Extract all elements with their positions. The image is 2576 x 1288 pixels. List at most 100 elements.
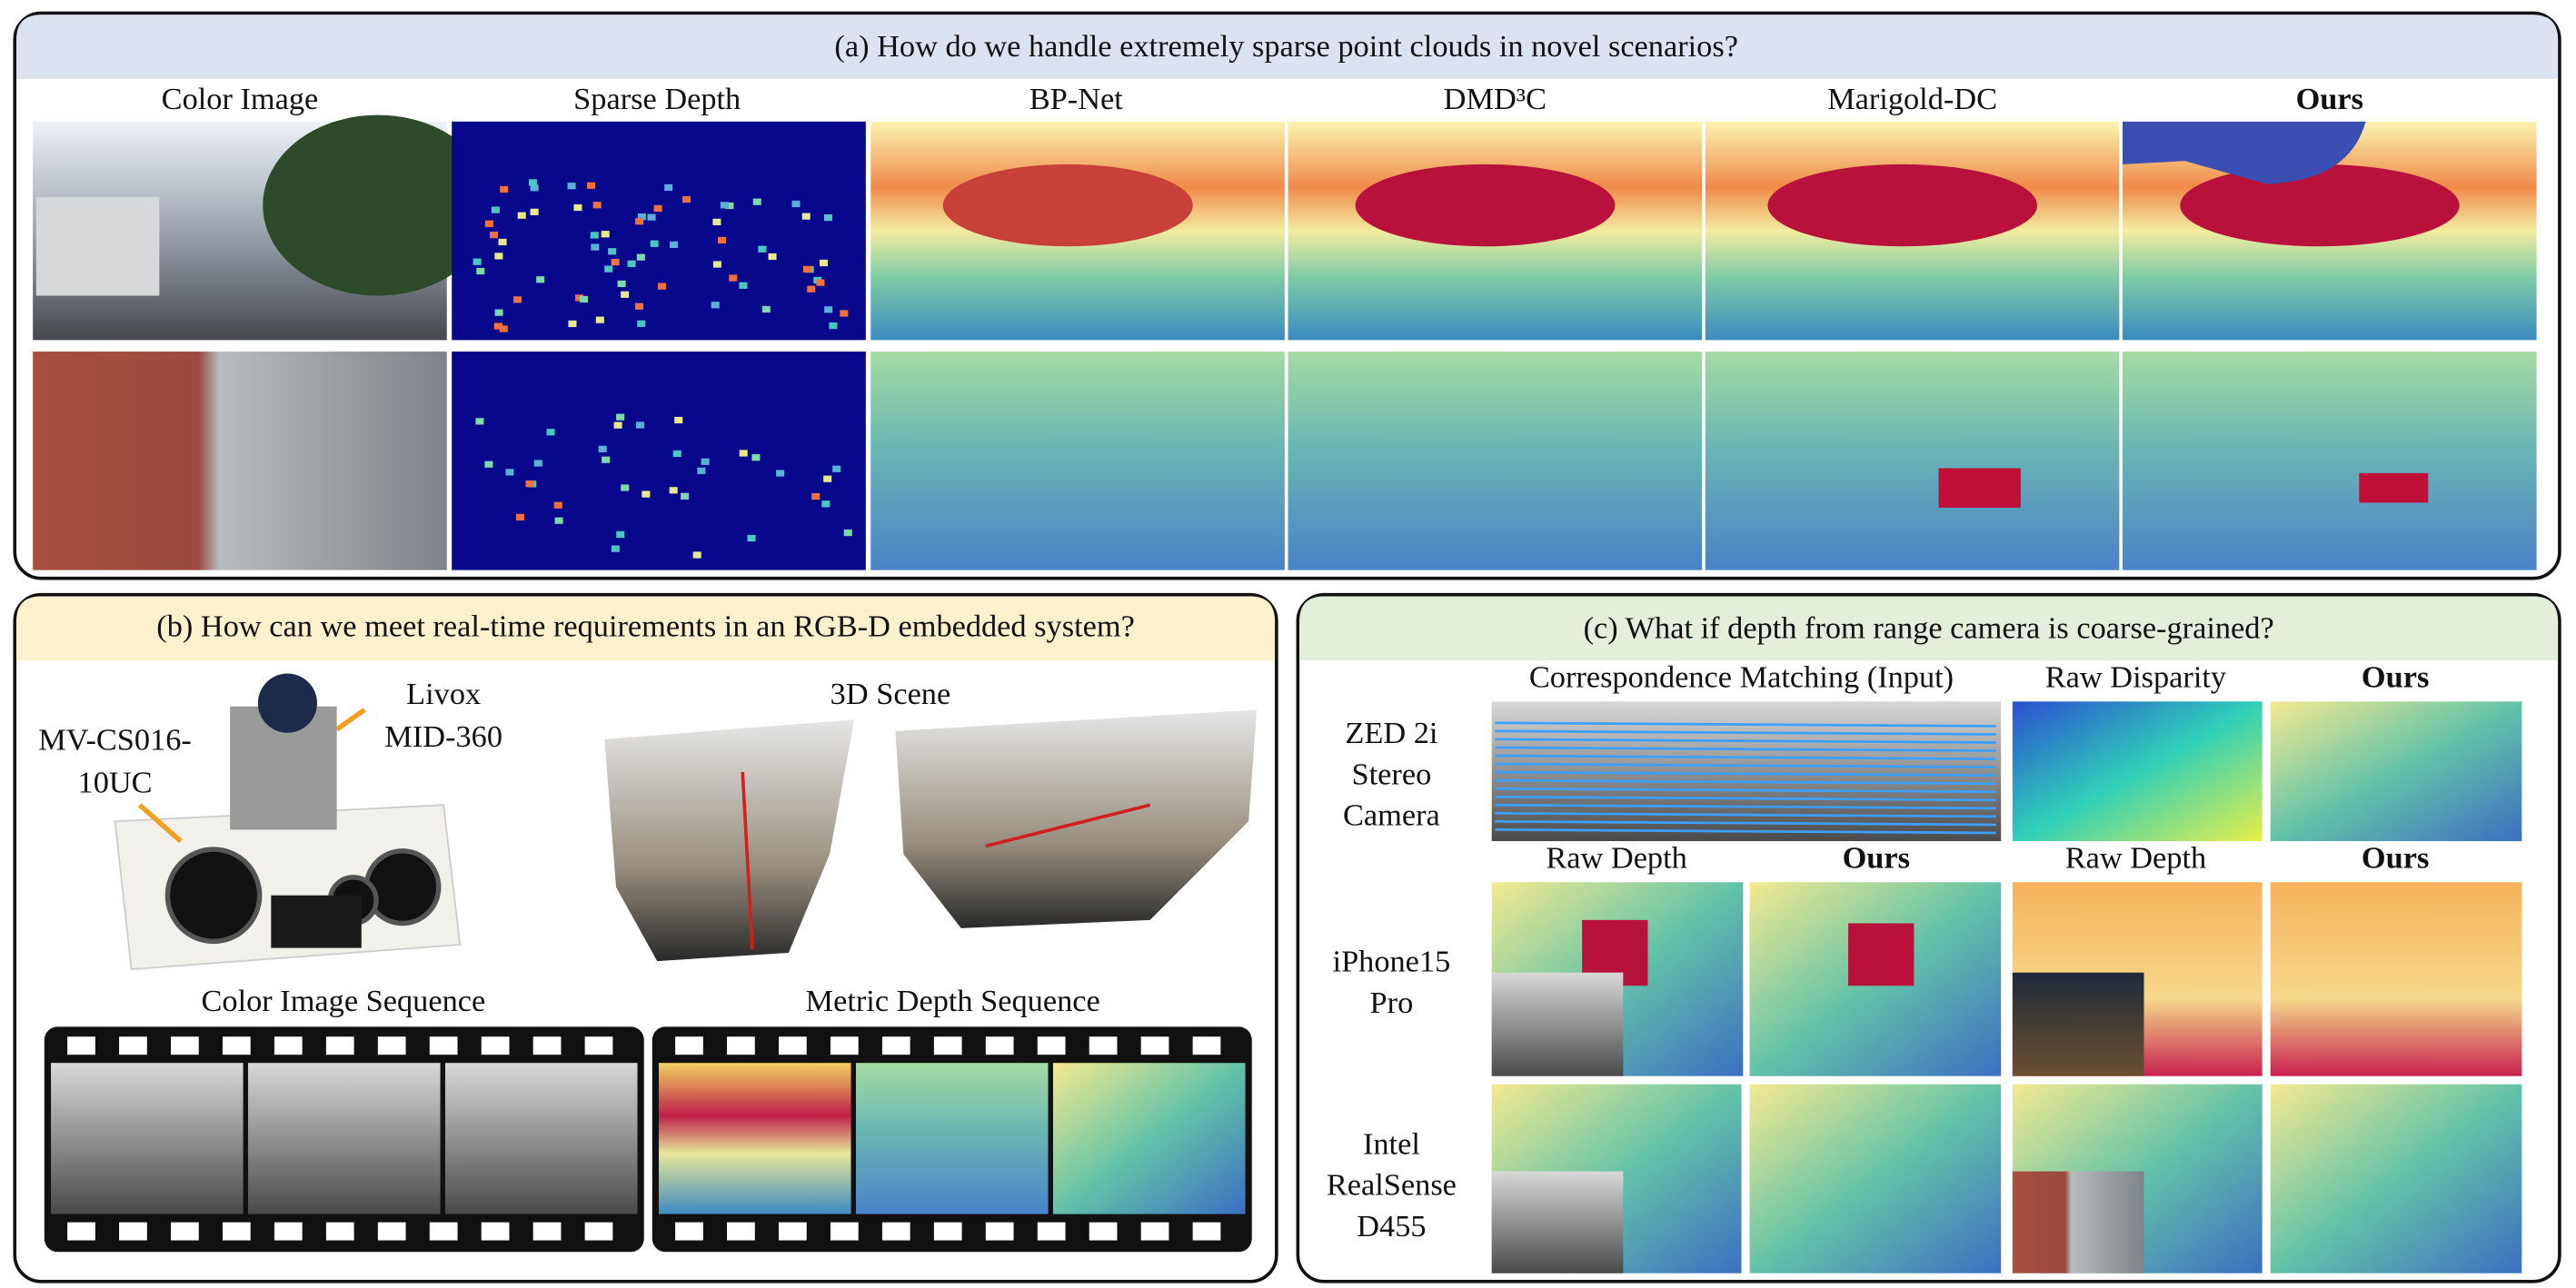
lidar-label: Livox: [406, 677, 481, 711]
depth-point: [472, 258, 482, 265]
match-line: [1495, 721, 1996, 728]
row-label: Intel: [1363, 1126, 1420, 1161]
row-label: RealSense: [1327, 1168, 1457, 1203]
depth-point: [712, 261, 721, 268]
depth-point: [517, 212, 526, 219]
film-hole: [779, 1222, 807, 1241]
film-hole: [274, 1222, 303, 1241]
row-label: Pro: [1370, 986, 1414, 1020]
depth-point: [637, 320, 646, 327]
far-region: [1938, 468, 2021, 508]
image: [1491, 1171, 1624, 1273]
panel-b-header: [16, 596, 1276, 661]
panel-a-header: [16, 15, 2559, 79]
image: [2122, 352, 2537, 570]
far-region: [1848, 923, 1915, 986]
depth-point: [776, 470, 785, 477]
sequence-label: Color Image Sequence: [202, 984, 486, 1018]
match-line: [1495, 754, 1996, 760]
depth-point: [823, 213, 832, 222]
film-hole: [171, 1036, 199, 1055]
row-label: ZED 2i: [1345, 716, 1437, 750]
image: [452, 352, 866, 570]
column-label: Ours: [2362, 660, 2429, 695]
depth-region: [1767, 163, 2037, 247]
column-label: Ours: [2296, 82, 2363, 116]
depth-region: [942, 163, 1193, 247]
depth-point: [500, 185, 509, 193]
depth-point: [525, 480, 534, 488]
film-hole: [119, 1036, 147, 1055]
depth-point: [768, 253, 777, 261]
film-hole: [584, 1222, 613, 1241]
depth-point: [613, 421, 622, 429]
trajectory: [985, 803, 1151, 848]
depth-point: [505, 469, 514, 476]
depth-point: [672, 450, 681, 458]
depth-point: [670, 241, 679, 249]
depth-point: [553, 501, 562, 509]
scene-label: 3D Scene: [830, 677, 951, 711]
film-hole: [532, 1222, 562, 1241]
depth-point: [725, 202, 734, 210]
depth-point: [499, 325, 508, 332]
depth-point: [554, 517, 563, 524]
depth-point: [530, 184, 539, 192]
lidar-label: MID-360: [384, 719, 502, 754]
depth-point: [635, 421, 644, 429]
column-label: Color Image: [162, 82, 319, 116]
image: [2270, 1084, 2522, 1273]
depth-point: [475, 418, 484, 425]
depth-point: [711, 302, 720, 309]
trajectory: [741, 771, 754, 950]
depth-point: [751, 454, 761, 461]
depth-point: [752, 198, 761, 205]
image: [2012, 701, 2263, 842]
image: [855, 1063, 1049, 1214]
depth-point: [621, 484, 630, 491]
depth-point: [807, 285, 816, 292]
film-hole: [933, 1222, 962, 1241]
trees: [263, 114, 493, 296]
depth-point: [761, 305, 771, 313]
match-line: [1495, 787, 1996, 794]
film-hole: [1037, 1222, 1066, 1241]
film-hole: [985, 1036, 1014, 1055]
depth-point: [587, 182, 596, 189]
film-hole: [1037, 1036, 1066, 1055]
camera-label: 10UC: [78, 765, 153, 799]
film-hole: [584, 1036, 613, 1055]
depth-point: [747, 534, 756, 542]
depth-point: [567, 183, 576, 190]
film-hole: [1192, 1222, 1221, 1241]
image: [452, 121, 866, 341]
arrow: [335, 708, 366, 732]
match-line: [1495, 770, 1996, 778]
depth-point: [647, 213, 656, 221]
depth-point: [595, 316, 604, 323]
depth-point: [568, 320, 577, 328]
column-label: Correspondence Matching (Input): [1529, 660, 1954, 695]
column-label: Raw Disparity: [2045, 660, 2227, 695]
film-hole: [67, 1222, 95, 1241]
image: [2270, 882, 2522, 1076]
match-line: [1495, 803, 1996, 810]
column-label: Marigold-DC: [1827, 82, 1997, 116]
depth-point: [739, 282, 748, 289]
film-hole: [325, 1222, 354, 1241]
depth-point: [681, 492, 690, 500]
depth-point: [494, 253, 503, 260]
film-hole: [1192, 1036, 1221, 1055]
column-label: Sparse Depth: [573, 82, 741, 116]
image: [1705, 352, 2120, 570]
image: [659, 1063, 851, 1214]
depth-point: [720, 202, 729, 209]
panel-b-title: (b) How can we meet real-time requiremen…: [156, 609, 1135, 644]
match-line: [1495, 778, 1996, 786]
depth-point: [674, 416, 683, 424]
depth-point: [664, 183, 673, 192]
depth-point: [590, 232, 599, 239]
depth-point: [536, 276, 545, 283]
depth-point: [608, 248, 617, 255]
